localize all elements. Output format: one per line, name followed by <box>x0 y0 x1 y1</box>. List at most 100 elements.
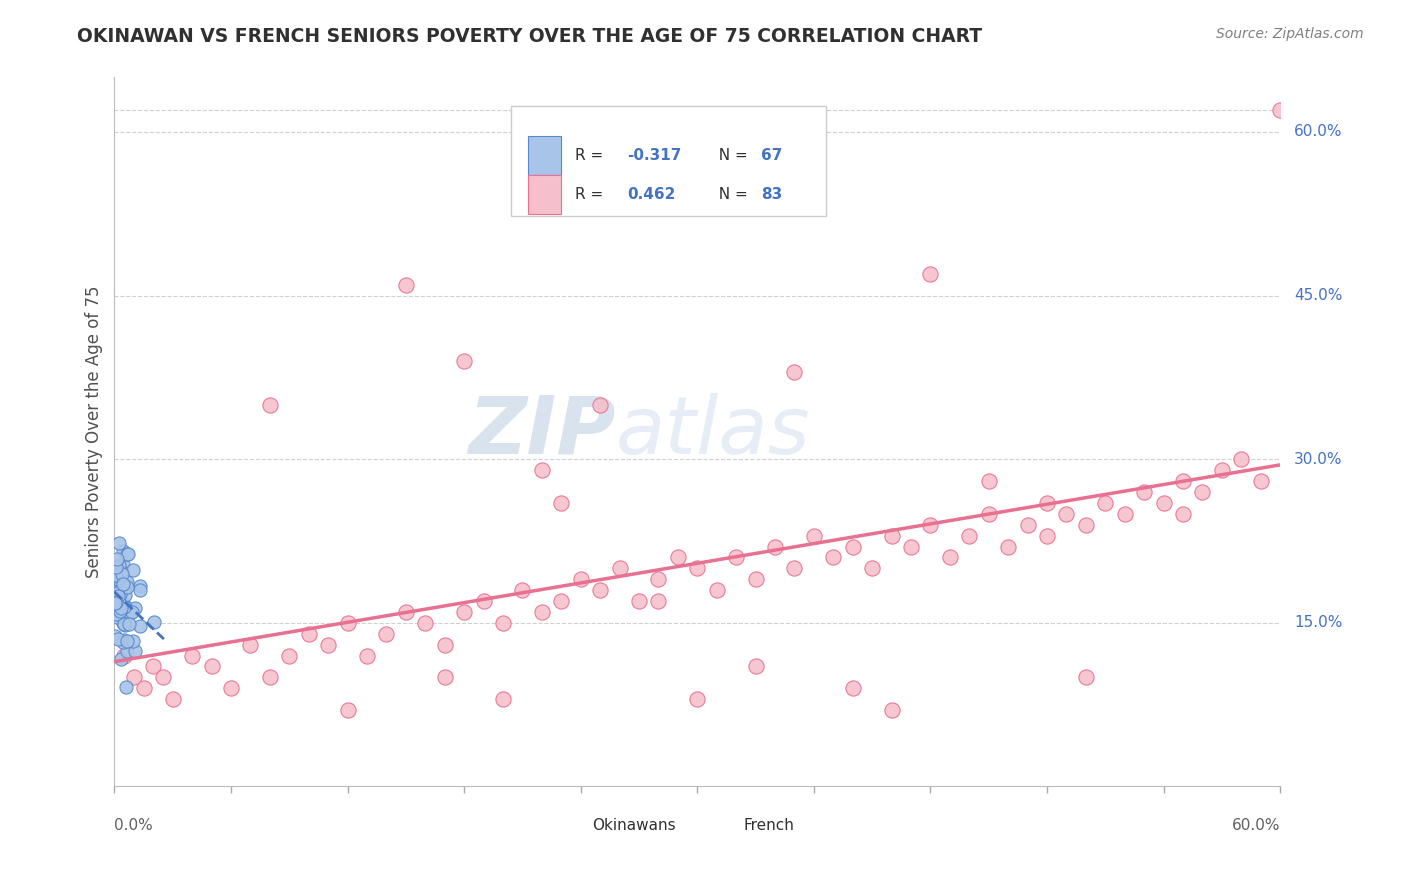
Point <box>121 563 143 577</box>
Point <box>920 267 942 281</box>
Point <box>686 561 709 575</box>
Point <box>219 681 242 696</box>
Point <box>107 590 129 604</box>
Text: -0.317: -0.317 <box>627 148 682 163</box>
Point <box>121 605 143 619</box>
Point <box>336 615 359 630</box>
Text: 0.0%: 0.0% <box>114 818 153 833</box>
Point <box>108 579 131 593</box>
Point <box>132 681 155 696</box>
Point <box>108 597 131 611</box>
Point <box>589 583 612 598</box>
Point <box>512 583 534 598</box>
Point <box>105 610 128 624</box>
Point <box>725 550 748 565</box>
Point <box>111 566 134 581</box>
Point <box>104 578 127 592</box>
Point <box>569 572 592 586</box>
Point <box>316 638 339 652</box>
Point <box>117 643 139 657</box>
Point <box>278 648 301 663</box>
Point <box>1074 517 1097 532</box>
Point <box>920 517 942 532</box>
Point <box>104 585 127 599</box>
Point <box>433 638 456 652</box>
Point <box>783 365 806 379</box>
Point <box>104 581 127 595</box>
Point <box>104 573 127 587</box>
Point <box>609 561 631 575</box>
Point <box>842 540 865 554</box>
Point <box>880 528 903 542</box>
Point <box>104 584 127 599</box>
Text: R =: R = <box>575 187 607 202</box>
Text: Source: ZipAtlas.com: Source: ZipAtlas.com <box>1216 27 1364 41</box>
Point <box>110 652 132 666</box>
Point <box>375 627 398 641</box>
Point <box>957 528 980 542</box>
Point <box>1250 474 1272 488</box>
Point <box>880 703 903 717</box>
Point <box>129 583 152 598</box>
FancyBboxPatch shape <box>529 175 561 214</box>
Point <box>472 594 495 608</box>
Point <box>259 398 281 412</box>
Point <box>1094 496 1116 510</box>
Point <box>259 670 281 684</box>
Point <box>115 633 138 648</box>
Point <box>783 561 806 575</box>
Point <box>108 536 131 550</box>
Text: Okinawans: Okinawans <box>592 818 676 833</box>
Text: N =: N = <box>709 148 752 163</box>
Point <box>803 528 825 542</box>
Point <box>1211 463 1233 477</box>
Point <box>181 648 204 663</box>
Point <box>111 557 134 571</box>
FancyBboxPatch shape <box>564 819 589 842</box>
Point <box>110 595 132 609</box>
FancyBboxPatch shape <box>714 819 741 842</box>
Text: 83: 83 <box>762 187 783 202</box>
Point <box>112 599 135 614</box>
Y-axis label: Seniors Poverty Over the Age of 75: Seniors Poverty Over the Age of 75 <box>86 285 103 578</box>
Point <box>111 544 134 558</box>
Point <box>110 603 132 617</box>
Point <box>1114 507 1136 521</box>
Point <box>108 576 131 591</box>
Point <box>105 578 128 592</box>
Point <box>939 550 962 565</box>
Text: 67: 67 <box>762 148 783 163</box>
Text: 60.0%: 60.0% <box>1232 818 1281 833</box>
Point <box>114 599 136 613</box>
Point <box>1153 496 1175 510</box>
Point <box>842 681 865 696</box>
Point <box>336 703 359 717</box>
Point <box>744 572 766 586</box>
Point <box>110 601 132 615</box>
Point <box>492 615 515 630</box>
Point <box>413 615 436 630</box>
Point <box>977 507 1000 521</box>
Point <box>530 463 553 477</box>
Point <box>647 572 669 586</box>
Point <box>453 605 475 619</box>
Point <box>744 659 766 673</box>
Point <box>104 566 127 581</box>
Point <box>122 670 145 684</box>
Point <box>105 595 128 609</box>
Point <box>107 576 129 591</box>
Point <box>239 638 262 652</box>
Point <box>107 632 129 646</box>
Point <box>1230 452 1253 467</box>
Point <box>1171 507 1194 521</box>
Point <box>111 566 134 580</box>
Point <box>108 558 131 573</box>
Point <box>104 629 127 643</box>
Point <box>105 607 128 622</box>
Point <box>114 681 136 695</box>
Point <box>105 585 128 599</box>
Point <box>162 692 184 706</box>
Point <box>112 635 135 649</box>
Point <box>763 540 786 554</box>
Text: 0.462: 0.462 <box>627 187 676 202</box>
